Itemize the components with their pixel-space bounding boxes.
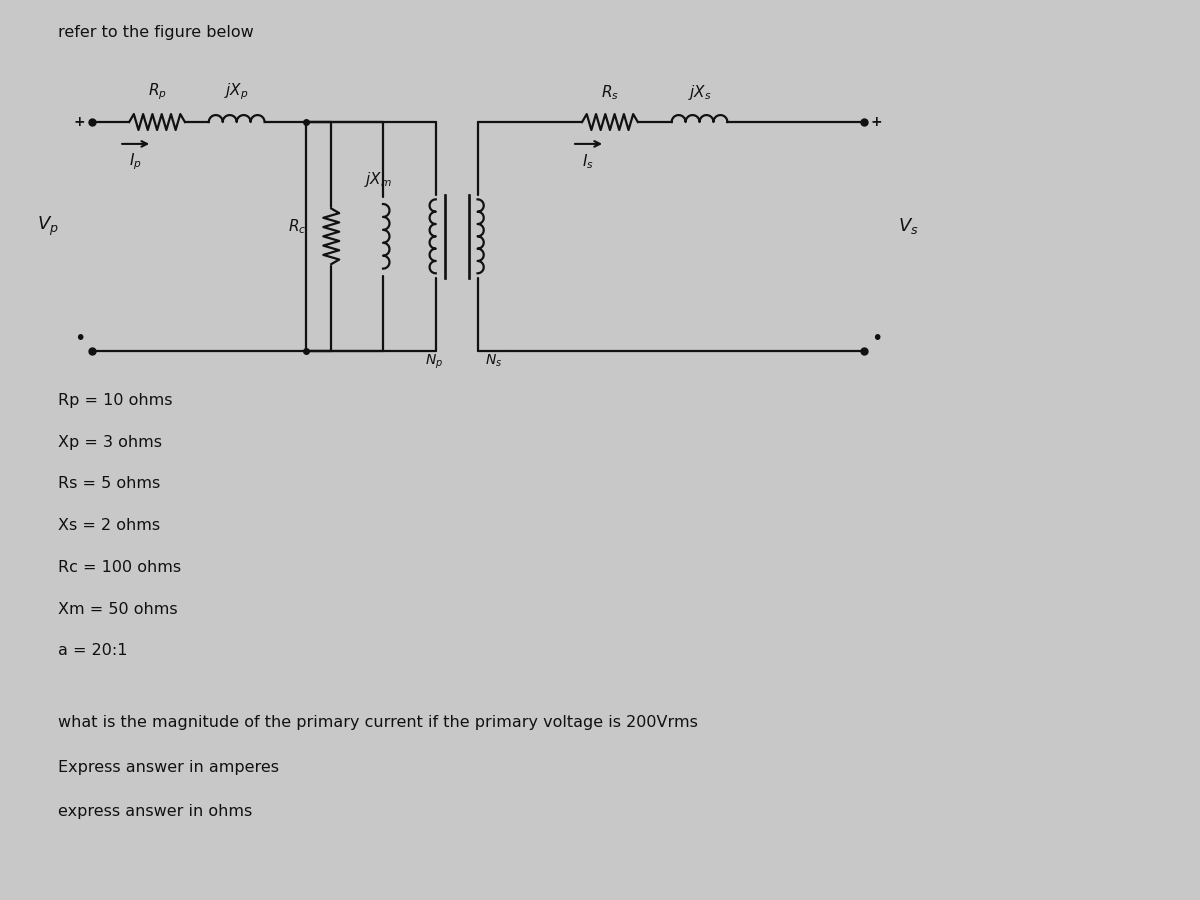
Text: $I_s$: $I_s$ xyxy=(582,152,594,171)
Text: Xs = 2 ohms: Xs = 2 ohms xyxy=(58,518,160,533)
Text: $R_s$: $R_s$ xyxy=(601,84,619,103)
Text: what is the magnitude of the primary current if the primary voltage is 200Vrms: what is the magnitude of the primary cur… xyxy=(58,715,697,730)
Text: +: + xyxy=(73,115,85,129)
Text: •: • xyxy=(871,329,882,348)
Text: a = 20:1: a = 20:1 xyxy=(58,644,127,658)
Text: $N_s$: $N_s$ xyxy=(485,353,502,369)
Text: Express answer in amperes: Express answer in amperes xyxy=(58,760,278,775)
Text: +: + xyxy=(871,115,882,129)
Text: $jX_m$: $jX_m$ xyxy=(364,169,392,189)
Text: •: • xyxy=(73,329,85,348)
Text: $V_s$: $V_s$ xyxy=(899,216,919,237)
Text: $R_c$: $R_c$ xyxy=(288,217,306,236)
Text: $N_p$: $N_p$ xyxy=(425,353,443,371)
Text: Rc = 100 ohms: Rc = 100 ohms xyxy=(58,560,181,575)
Text: Rp = 10 ohms: Rp = 10 ohms xyxy=(58,392,172,408)
Text: Xp = 3 ohms: Xp = 3 ohms xyxy=(58,435,162,449)
Text: $I_p$: $I_p$ xyxy=(128,151,142,172)
Text: $R_p$: $R_p$ xyxy=(148,82,167,103)
Text: $jX_p$: $jX_p$ xyxy=(224,82,250,103)
Text: Xm = 50 ohms: Xm = 50 ohms xyxy=(58,601,178,617)
Text: $jX_s$: $jX_s$ xyxy=(688,83,712,103)
Text: Rs = 5 ohms: Rs = 5 ohms xyxy=(58,476,160,491)
Text: $V_p$: $V_p$ xyxy=(37,215,59,238)
Text: express answer in ohms: express answer in ohms xyxy=(58,805,252,819)
Text: refer to the figure below: refer to the figure below xyxy=(58,25,253,40)
